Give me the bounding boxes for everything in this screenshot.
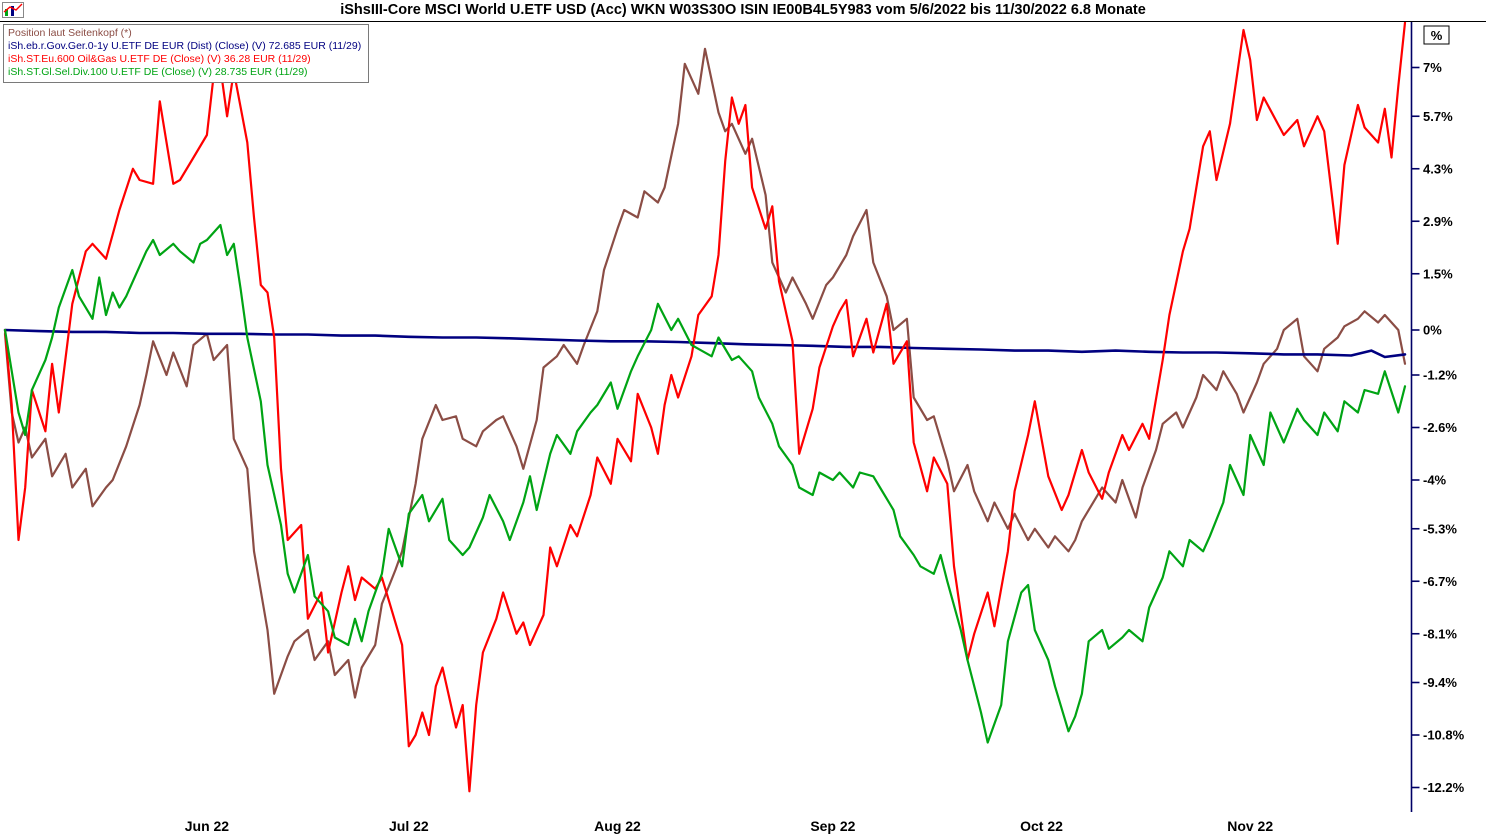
legend-box[interactable]: Position laut Seitenkopf (*) iSh.eb.r.Gov…	[3, 24, 370, 83]
x-tick-label: Aug 22	[594, 818, 641, 834]
y-tick-label: -5.3%	[1423, 521, 1457, 536]
app-logo-red-line	[3, 3, 23, 13]
x-tick-label: Jul 22	[389, 818, 429, 834]
y-tick-label: 0%	[1423, 323, 1442, 338]
y-tick-label: -8.1%	[1423, 626, 1457, 641]
series-line-seldiv100	[3, 223, 1407, 744]
title-bar: iShsIII-Core MSCI World U.ETF USD (Acc) …	[0, 0, 1486, 22]
y-tick-label: -12.2%	[1423, 780, 1465, 795]
y-tick-label: -6.7%	[1423, 574, 1457, 589]
x-tick-label: Nov 22	[1227, 818, 1273, 834]
legend-item-position[interactable]: Position laut Seitenkopf (*)	[8, 27, 132, 39]
y-tick-label: -9.4%	[1423, 675, 1457, 690]
y-tick-label: 2.9%	[1423, 214, 1453, 229]
y-axis-unit-label: %	[1431, 28, 1443, 43]
series-line-oilgas	[3, 21, 1407, 793]
legend-item-oilgas[interactable]: iSh.ST.Eu.600 Oil&Gas U.ETF DE (Close) (…	[8, 53, 311, 65]
y-tick-label: -4%	[1423, 473, 1447, 488]
legend-item-bond01y[interactable]: iSh.eb.r.Gov.Ger.0-1y U.ETF DE EUR (Dist…	[8, 40, 362, 52]
legend-item-seldiv100[interactable]: iSh.ST.Gl.Sel.Div.100 U.ETF DE (Close) (…	[8, 66, 308, 78]
x-tick-label: Oct 22	[1020, 818, 1063, 834]
series-line-position	[3, 47, 1407, 699]
y-tick-label: -10.8%	[1423, 728, 1465, 743]
y-tick-label: 7%	[1423, 60, 1442, 75]
x-tick-label: Sep 22	[810, 818, 855, 834]
app-logo-icon	[2, 2, 24, 18]
percent-unit-box	[1423, 25, 1450, 45]
y-tick-label: 1.5%	[1423, 266, 1453, 281]
y-tick-label: 4.3%	[1423, 161, 1453, 176]
x-tick-label: Jun 22	[185, 818, 230, 834]
y-tick-label: 5.7%	[1423, 109, 1453, 124]
chart-title: iShsIII-Core MSCI World U.ETF USD (Acc) …	[340, 2, 1146, 18]
app-logo-blue-bar	[11, 6, 14, 16]
app-logo-green-bar	[5, 9, 8, 16]
y-tick-label: -1.2%	[1423, 368, 1457, 383]
y-tick-label: -2.6%	[1423, 420, 1457, 435]
